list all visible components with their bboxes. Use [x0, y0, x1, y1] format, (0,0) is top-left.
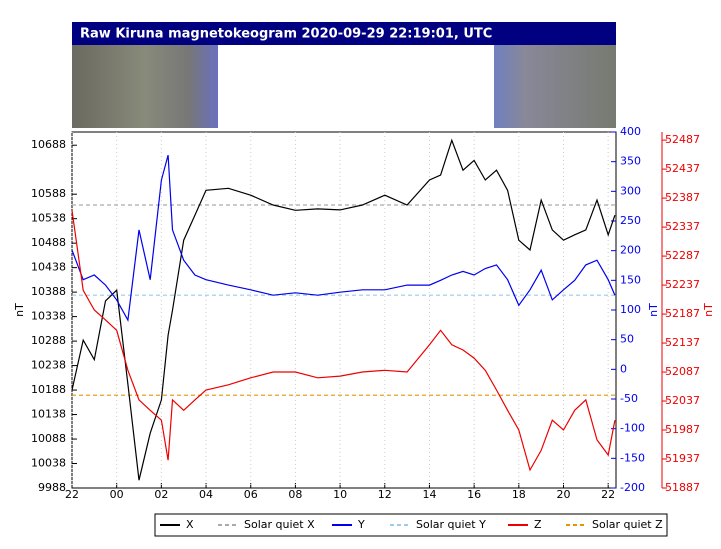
y2-tick-label: 200: [620, 244, 641, 257]
y2-tick-label: 250: [620, 214, 641, 227]
y3-tick-label: 52137: [665, 336, 700, 349]
keogram-image: [494, 45, 616, 128]
x-tick-label: 02: [154, 488, 168, 501]
y-tick-label: 10488: [31, 236, 66, 249]
y3-tick-label: 52337: [665, 220, 700, 233]
y3-tick-label: 52287: [665, 249, 700, 262]
y3-axis-label: nT: [702, 303, 715, 317]
legend-label: Solar quiet X: [244, 518, 315, 531]
y2-tick-label: 350: [620, 155, 641, 168]
y3-tick-label: 52437: [665, 162, 700, 175]
y3-tick-label: 51937: [665, 452, 700, 465]
y2-tick-label: 400: [620, 125, 641, 138]
keogram-image: [72, 45, 218, 128]
y-tick-label: 10438: [31, 261, 66, 274]
x-tick-label: 16: [467, 488, 481, 501]
y-tick-label: 10088: [31, 432, 66, 445]
y2-tick-label: -50: [620, 392, 638, 405]
y3-tick-label: 52187: [665, 307, 700, 320]
y3-tick-label: 52087: [665, 365, 700, 378]
y-tick-label: 10188: [31, 383, 66, 396]
legend-label: Solar quiet Z: [592, 518, 663, 531]
y3-tick-label: 51987: [665, 423, 700, 436]
x-tick-label: 10: [333, 488, 347, 501]
y2-tick-label: 150: [620, 273, 641, 286]
x-tick-label: 20: [556, 488, 570, 501]
y-tick-label: 9988: [38, 481, 66, 494]
y2-tick-label: -100: [620, 422, 645, 435]
y3-tick-label: 52037: [665, 394, 700, 407]
y-tick-label: 10288: [31, 334, 66, 347]
series-line: [71, 210, 616, 472]
y2-tick-label: 300: [620, 184, 641, 197]
x-tick-label: 04: [199, 488, 213, 501]
x-tick-label: 00: [110, 488, 124, 501]
y2-tick-label: 100: [620, 303, 641, 316]
title-bar: [72, 22, 616, 45]
x-tick-label: 08: [288, 488, 302, 501]
legend-label: Z: [534, 518, 542, 531]
y2-tick-label: -150: [620, 451, 645, 464]
x-tick-label: 12: [378, 488, 392, 501]
series-line: [71, 138, 616, 481]
y-tick-label: 10238: [31, 359, 66, 372]
chart-title: Raw Kiruna magnetokeogram 2020-09-29 22:…: [80, 27, 492, 42]
y2-tick-label: -200: [620, 481, 645, 494]
keogram-image: [218, 45, 494, 128]
y3-tick-label: 52487: [665, 133, 700, 146]
y2-axis-label: nT: [647, 303, 660, 317]
x-tick-label: 22: [601, 488, 615, 501]
x-tick-label: 22: [65, 488, 79, 501]
y3-tick-label: 52237: [665, 278, 700, 291]
y-tick-label: 10688: [31, 138, 66, 151]
y3-tick-label: 51887: [665, 481, 700, 494]
x-tick-label: 06: [244, 488, 258, 501]
plot-frame: [71, 131, 617, 489]
y-tick-label: 10388: [31, 285, 66, 298]
legend-label: X: [186, 518, 194, 531]
y3-tick-label: 52387: [665, 191, 700, 204]
legend-label: Solar quiet Y: [416, 518, 486, 531]
y-axis-label: nT: [13, 303, 26, 317]
x-tick-label: 18: [512, 488, 526, 501]
y2-tick-label: 0: [620, 362, 627, 375]
x-tick-label: 14: [422, 488, 436, 501]
y2-tick-label: 50: [620, 333, 634, 346]
legend-label: Y: [357, 518, 365, 531]
legend: [154, 513, 668, 537]
y-tick-label: 10588: [31, 187, 66, 200]
y-tick-label: 10038: [31, 457, 66, 470]
y-tick-label: 10138: [31, 408, 66, 421]
y-tick-label: 10538: [31, 212, 66, 225]
y-tick-label: 10338: [31, 310, 66, 323]
series-line: [71, 154, 616, 323]
